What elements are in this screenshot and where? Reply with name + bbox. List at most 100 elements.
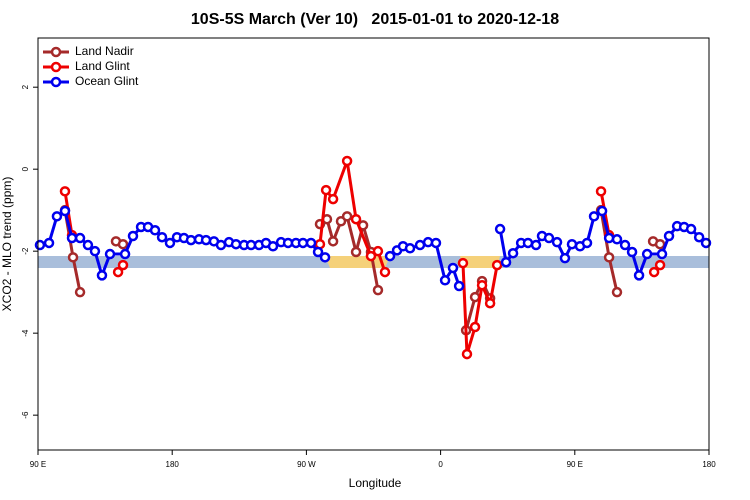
data-point [66,232,78,244]
data-point [530,239,542,251]
data-point [453,280,465,292]
legend-label: Land Nadir [75,44,134,58]
legend-label: Ocean Glint [75,74,139,88]
data-point [156,231,168,243]
data-point [469,291,481,303]
shade [460,256,500,268]
data-point [267,241,279,252]
y-tick-label: -6 [21,411,30,419]
data-point [365,250,377,262]
data-point [559,252,571,264]
data-point [588,211,600,222]
data-point [551,236,563,248]
data-point [89,245,101,257]
data-point [663,230,675,242]
data-point [439,275,451,286]
x-tick-label: 180 [702,460,716,469]
data-point [507,247,519,259]
data-point [67,252,79,263]
data-point [656,248,668,260]
data-point [500,256,512,268]
data-point [566,238,578,250]
data-point [461,348,473,360]
plot-frame [37,37,710,451]
x-tick-label: 180 [166,460,180,469]
data-point [312,246,324,258]
data-point [619,239,631,251]
data-point [112,266,124,278]
data-point [626,246,638,258]
data-point [700,237,712,249]
data-point [484,297,496,309]
y-axis-label: XCO2 - MLO trend (ppm) [0,177,14,312]
legend-marker [50,76,62,88]
data-point [648,266,660,278]
data-point [327,193,339,205]
data-point [164,237,176,249]
x-tick-label: 90 W [297,460,316,469]
data-point [379,266,391,278]
legend-marker [50,46,62,58]
data-point [230,238,242,250]
data-point [491,259,503,271]
y-tick-label: -4 [21,329,30,337]
data-point [654,259,666,271]
data-point [543,232,555,244]
data-point [297,237,309,249]
legend-label: Land Glint [75,59,130,73]
data-point [611,234,623,245]
data-point [119,248,131,260]
data-point [457,257,469,269]
data-point [595,186,607,197]
data-point [447,262,459,274]
data-point [522,237,534,249]
data-point [494,223,506,235]
data-point [215,239,227,251]
data-point [104,248,116,260]
x-tick-label: 90 E [30,460,46,469]
data-point [404,243,416,254]
data-point [414,239,426,251]
data-point [603,252,615,263]
chart-title: 10S-5S March (Ver 10) 2015-01-01 to 2020… [191,11,559,28]
x-tick-label: 90 E [567,460,583,469]
data-point [430,237,442,249]
data-point [641,248,653,260]
data-point [350,246,362,258]
x-tick-label: 0 [438,460,443,469]
data-point [476,279,488,291]
x-axis-label: Longitude [349,476,402,490]
data-point [43,237,55,249]
data-point [596,205,608,217]
data-point [59,186,71,197]
data-point [320,184,332,196]
data-point [341,155,353,167]
data-point [581,237,593,249]
data-point [117,238,129,250]
data-point [685,223,697,235]
data-point [185,234,197,246]
y-tick-label: 2 [21,84,30,89]
data-point [74,232,86,244]
data-point [34,239,46,251]
plot-area [34,155,712,360]
y-tick-label: 0 [21,166,30,171]
legend-marker [50,61,62,73]
data-point [693,231,705,243]
data-point [611,286,623,298]
data-point [96,270,108,281]
data-point [350,213,362,225]
data-point [149,225,161,236]
y-tick-label: -2 [21,247,30,255]
data-point [372,284,384,296]
data-point [469,321,481,333]
data-point [654,238,666,250]
data-point [51,211,63,222]
data-point [74,286,86,298]
data-point [372,245,384,257]
data-point [305,237,317,249]
data-point [633,270,645,281]
data-point [117,259,129,271]
data-point [82,239,94,251]
